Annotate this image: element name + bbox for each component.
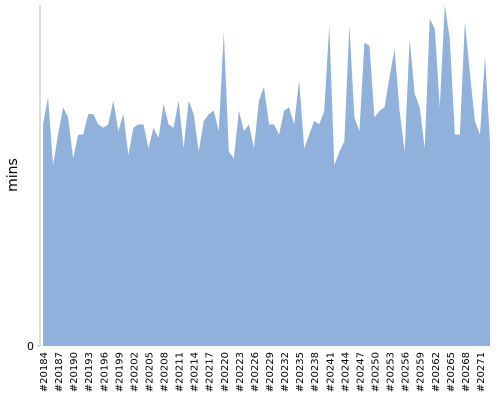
x-tick-label: #20241 — [325, 352, 336, 392]
x-tick-label: #20262 — [431, 352, 442, 392]
x-tick-label: #20205 — [144, 352, 155, 392]
x-tick-label: #20256 — [401, 352, 412, 392]
x-tick-label: #20232 — [280, 352, 291, 392]
y-axis-label: mins — [5, 158, 21, 192]
x-tick-label: #20265 — [446, 352, 457, 392]
x-tick-label: #20199 — [114, 352, 125, 392]
x-tick-label: #20202 — [129, 352, 140, 392]
x-tick-label: #20214 — [190, 352, 201, 392]
x-tick-label: #20211 — [175, 352, 186, 392]
x-tick-label: #20190 — [69, 352, 80, 392]
x-tick-label: #20229 — [265, 352, 276, 392]
x-tick-label: #20226 — [250, 352, 261, 392]
x-tick-label: #20193 — [84, 352, 95, 392]
x-tick-label: #20268 — [461, 352, 472, 392]
x-tick-label: #20271 — [476, 352, 487, 392]
area — [43, 5, 490, 346]
x-tick-label: #20184 — [39, 352, 50, 392]
x-tick-label: #20235 — [295, 352, 306, 392]
x-tick-label: #20244 — [340, 352, 351, 392]
y-tick-label: 0 — [27, 340, 34, 353]
x-tick-label: #20238 — [310, 352, 321, 392]
x-tick-label: #20196 — [99, 352, 110, 392]
x-tick-label: #20220 — [220, 352, 231, 392]
x-tick-label: #20247 — [355, 352, 366, 392]
x-tick-label: #20217 — [205, 352, 216, 392]
x-tick-label: #20250 — [370, 352, 381, 392]
x-tick-label: #20223 — [235, 352, 246, 392]
x-tick-label: #20208 — [160, 352, 171, 392]
x-tick-label: #20187 — [54, 352, 65, 392]
x-tick-label: #20259 — [416, 352, 427, 392]
x-tick-label: #20253 — [386, 352, 397, 392]
